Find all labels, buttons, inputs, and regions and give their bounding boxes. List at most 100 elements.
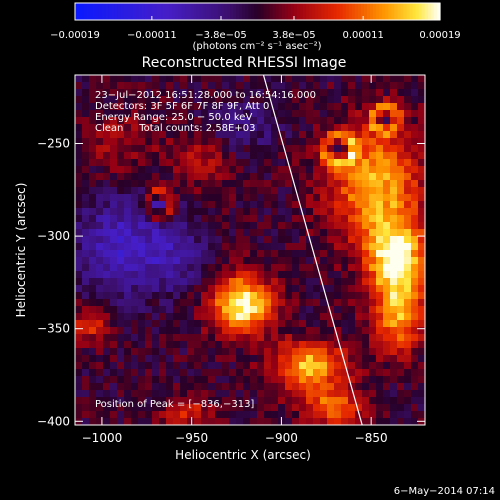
heatmap-cell (243, 194, 251, 202)
colorbar-cell (318, 3, 322, 20)
heatmap-cell (250, 334, 258, 342)
heatmap-cell (418, 208, 425, 216)
heatmap-cell (194, 299, 202, 307)
heatmap-cell (145, 222, 153, 230)
heatmap-cell (411, 306, 419, 314)
heatmap-cell (117, 152, 125, 160)
heatmap-cell (166, 299, 174, 307)
heatmap-cell (285, 152, 293, 160)
heatmap-cell (166, 187, 174, 195)
heatmap-cell (341, 362, 349, 370)
heatmap-cell (82, 383, 90, 391)
heatmap-cell (369, 138, 377, 146)
heatmap-cell (397, 215, 405, 223)
heatmap-cell (215, 411, 223, 419)
heatmap-cell (75, 117, 83, 125)
heatmap-cell (180, 299, 188, 307)
colorbar-cell (144, 3, 149, 20)
heatmap-cell (404, 292, 412, 300)
heatmap-cell (117, 299, 125, 307)
heatmap-cell (138, 376, 146, 384)
heatmap-cell (404, 355, 412, 363)
heatmap-cell (271, 208, 279, 216)
heatmap-cell (397, 208, 405, 216)
heatmap-cell (159, 404, 167, 412)
heatmap-cell (397, 201, 405, 209)
heatmap-cell (152, 369, 160, 377)
heatmap-cell (355, 257, 363, 265)
heatmap-cell (131, 369, 139, 377)
heatmap-cell (124, 180, 132, 188)
heatmap-cell (355, 362, 363, 370)
heatmap-cell (397, 348, 405, 356)
heatmap-cell (278, 285, 286, 293)
heatmap-cell (278, 124, 286, 132)
heatmap-cell (404, 348, 412, 356)
heatmap-cell (327, 215, 335, 223)
heatmap-cell (152, 299, 160, 307)
heatmap-cell (299, 397, 307, 405)
heatmap-cell (341, 369, 349, 377)
heatmap-cell (313, 390, 321, 398)
heatmap-cell (117, 180, 125, 188)
heatmap-cell (159, 180, 167, 188)
heatmap-cell (376, 369, 384, 377)
heatmap-cell (96, 180, 104, 188)
heatmap-cell (110, 187, 118, 195)
heatmap-cell (152, 124, 160, 132)
heatmap-cell (327, 320, 335, 328)
heatmap-cell (285, 229, 293, 237)
colorbar-cell (418, 3, 423, 20)
heatmap-cell (187, 292, 195, 300)
heatmap-cell (341, 397, 349, 405)
heatmap-cell (96, 166, 104, 174)
heatmap-cell (404, 166, 412, 174)
heatmap-cell (243, 418, 251, 425)
heatmap-cell (229, 215, 237, 223)
heatmap-cell (348, 152, 356, 160)
heatmap-cell (418, 362, 425, 370)
heatmap-cell (89, 187, 97, 195)
heatmap-cell (159, 166, 167, 174)
heatmap-cell (271, 320, 279, 328)
heatmap-cell (215, 110, 223, 118)
heatmap-cell (173, 313, 181, 321)
heatmap-cell (292, 404, 300, 412)
heatmap-cell (152, 222, 160, 230)
heatmap-cell (117, 264, 125, 272)
heatmap-cell (285, 117, 293, 125)
heatmap-cell (152, 355, 160, 363)
heatmap-cell (271, 229, 279, 237)
heatmap-cell (75, 327, 83, 335)
heatmap-cell (390, 201, 398, 209)
heatmap-cell (306, 278, 314, 286)
heatmap-cell (334, 201, 342, 209)
heatmap-cell (138, 306, 146, 314)
heatmap-cell (404, 110, 412, 118)
heatmap-cell (306, 222, 314, 230)
heatmap-cell (173, 145, 181, 153)
heatmap-cell (341, 215, 349, 223)
heatmap-cell (271, 75, 279, 83)
heatmap-cell (131, 271, 139, 279)
heatmap-cell (257, 173, 265, 181)
heatmap-cell (131, 327, 139, 335)
heatmap-cell (194, 334, 202, 342)
heatmap-cell (278, 404, 286, 412)
heatmap-cell (173, 131, 181, 139)
heatmap-cell (243, 89, 251, 97)
heatmap-cell (285, 145, 293, 153)
heatmap-cell (299, 348, 307, 356)
heatmap-cell (348, 369, 356, 377)
heatmap-cell (96, 390, 104, 398)
heatmap-cell (327, 313, 335, 321)
heatmap-cell (264, 187, 272, 195)
heatmap-cell (418, 110, 425, 118)
heatmap-cell (138, 327, 146, 335)
heatmap-cell (411, 89, 419, 97)
heatmap-cell (229, 418, 237, 425)
heatmap-cell (194, 390, 202, 398)
heatmap-cell (229, 103, 237, 111)
heatmap-cell (194, 376, 202, 384)
heatmap-cell (159, 82, 167, 90)
